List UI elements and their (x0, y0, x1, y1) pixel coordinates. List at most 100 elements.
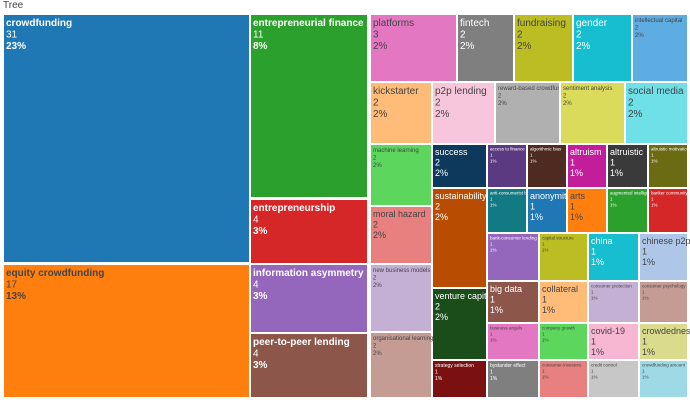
tile-value: 4 (253, 215, 259, 226)
tile-percent: 2% (576, 41, 591, 52)
tile-value: 2 (517, 30, 523, 41)
chart-title: Tree (3, 0, 24, 11)
tile-rect (566, 143, 608, 189)
tile-label: platforms (373, 18, 414, 29)
tile-machine-learning[interactable]: machine learning 22% (369, 143, 433, 207)
tile-label: consumer psychology (642, 284, 686, 289)
tile-value: 2 (373, 98, 379, 109)
tile-value: 1 (490, 153, 493, 158)
tile-percent: 23% (6, 41, 26, 52)
tile-value: 1 (651, 197, 654, 202)
tile-rect (249, 332, 369, 399)
tile-label: gender (576, 18, 608, 29)
tile-value: 2 (576, 30, 582, 41)
tile-percent: 2% (435, 168, 448, 178)
tile-percent: 2% (563, 101, 572, 107)
tile-value: 2 (635, 26, 639, 32)
tile-value: 1 (642, 369, 645, 374)
tile-value: 1 (530, 202, 535, 212)
tile-value: 4 (253, 280, 259, 291)
tile-value: 2 (435, 158, 440, 168)
tile-value: 2 (628, 98, 634, 109)
tile-rect (538, 359, 589, 399)
tile-value: 3 (373, 30, 379, 41)
tile-percent: 1% (610, 203, 617, 208)
tile-percent: 1% (651, 159, 658, 164)
tile-intellectual-capital[interactable]: intellectual capital 22% (631, 13, 689, 83)
tile-label: capital structure (542, 236, 574, 241)
tile-rect (624, 81, 689, 145)
tile-rect (486, 322, 540, 361)
tile-label: peer-to-peer lending (253, 337, 350, 348)
tile-percent: 2% (373, 351, 382, 357)
tile-rect (631, 13, 689, 83)
tile-rect (369, 81, 433, 145)
tile-label: machine learning (373, 148, 419, 154)
tile-value: 1 (490, 295, 495, 305)
tile-value: 2 (435, 302, 440, 312)
tile-label: algorithmic bias (530, 147, 562, 152)
tile-value: 2 (373, 344, 377, 350)
tile-sentiment-analysis[interactable]: sentiment analysis 22% (559, 81, 626, 145)
tile-rect (606, 143, 649, 189)
tile-label: altruistic (610, 147, 644, 157)
tile-label: fintech (460, 18, 489, 29)
tile-new-business-models[interactable]: new business models 22% (369, 263, 433, 333)
tile-rect (638, 359, 689, 399)
tile-percent: 2% (460, 41, 475, 52)
tile-percent: 2% (435, 109, 450, 120)
tile-value: 2 (498, 94, 502, 100)
tile-percent: 1% (591, 347, 604, 357)
tile-label: bank-consumer lending (490, 236, 537, 241)
tile-label: organisational learning (373, 336, 433, 342)
tile-label: chinese p2p (642, 236, 690, 246)
tile-percent: 2% (628, 109, 643, 120)
tile-organisational-learning[interactable]: organisational learning 22% (369, 331, 433, 399)
tile-label: credit control (591, 363, 617, 368)
tile-label: equity crowdfunding (6, 268, 104, 279)
